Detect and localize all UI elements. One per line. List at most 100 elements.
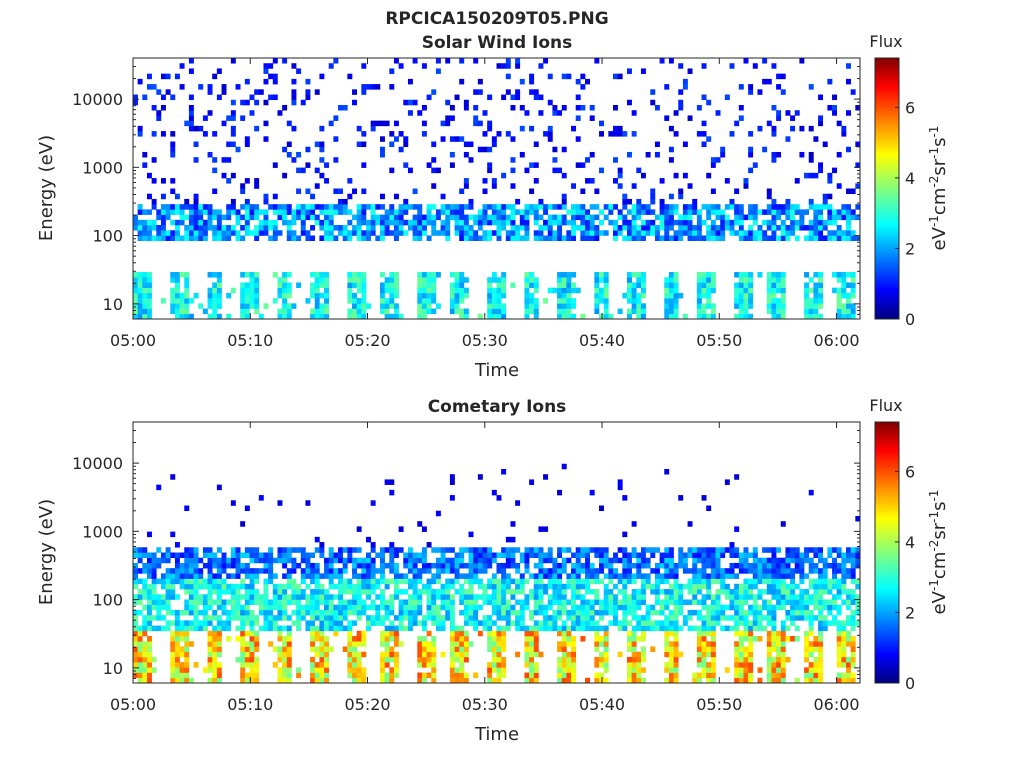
spectrogram-cell <box>328 646 334 652</box>
spectrogram-cell <box>552 204 558 210</box>
spectrogram-cell <box>603 641 609 647</box>
spectrogram-cell <box>431 547 437 553</box>
spectrogram-cell <box>463 620 469 626</box>
spectrogram-cell <box>529 651 535 658</box>
spectrogram-cell <box>738 303 744 309</box>
spectrogram-cell <box>459 209 465 215</box>
spectrogram-cell <box>673 287 679 294</box>
spectrogram-cell <box>426 277 432 283</box>
spectrogram-cell <box>319 225 325 231</box>
spectrogram-cell <box>538 235 544 241</box>
spectrogram-cell <box>659 573 665 579</box>
spectrogram-cell <box>421 677 427 684</box>
spectrogram-cell <box>533 162 539 168</box>
spectrogram-cell <box>743 594 749 600</box>
spectrogram-cell <box>235 562 241 569</box>
spectrogram-cell <box>668 193 674 200</box>
spectrogram-cell <box>599 552 604 559</box>
spectrogram-cell <box>179 552 185 559</box>
spectrogram-cell <box>389 277 395 283</box>
spectrogram-cell <box>151 599 157 605</box>
spectrogram-cell <box>487 230 493 236</box>
spectrogram-cell <box>412 219 418 226</box>
spectrogram-cell <box>375 604 381 611</box>
spectrogram-cell <box>771 552 777 559</box>
spectrogram-cell <box>221 120 227 127</box>
spectrogram-cell <box>254 292 260 299</box>
spectrogram-cell <box>780 225 786 231</box>
spectrogram-cell <box>510 521 516 527</box>
spectrogram-cell <box>324 667 330 673</box>
spectrogram-cell <box>328 615 334 621</box>
spectrogram-cell <box>482 620 488 626</box>
spectrogram-cell <box>314 636 320 642</box>
spectrogram-cell <box>454 298 460 304</box>
spectrogram-cell <box>417 557 423 564</box>
spectrogram-cell <box>538 547 544 553</box>
spectrogram-cell <box>752 63 758 69</box>
spectrogram-cell <box>137 578 143 585</box>
spectrogram-cell <box>799 219 805 226</box>
spectrogram-cell <box>286 662 292 668</box>
spectrogram-cell <box>421 583 427 590</box>
spectrogram-cell <box>188 599 194 605</box>
spectrogram-cell <box>244 594 250 600</box>
spectrogram-cell <box>240 521 246 527</box>
spectrogram-cell <box>459 594 465 600</box>
spectrogram-cell <box>594 214 600 221</box>
spectrogram-cell <box>398 219 404 226</box>
spectrogram-cell <box>347 630 353 637</box>
spectrogram-cell <box>426 609 432 616</box>
spectrogram-cell <box>193 209 199 215</box>
spectrogram-cell <box>682 172 688 179</box>
spectrogram-cell <box>449 630 455 637</box>
spectrogram-cell <box>272 204 278 210</box>
spectrogram-cell <box>193 573 199 579</box>
spectrogram-cell <box>585 230 590 236</box>
spectrogram-cell <box>636 282 642 288</box>
spectrogram-cell <box>407 204 413 210</box>
spectrogram-cell <box>678 625 684 632</box>
spectrogram-cell <box>813 636 819 642</box>
spectrogram-cell <box>599 656 604 663</box>
spectrogram-cell <box>594 594 600 600</box>
spectrogram-cell <box>184 625 190 632</box>
spectrogram-cell <box>631 225 637 231</box>
spectrogram-cell <box>282 292 288 299</box>
spectrogram-cell <box>687 609 693 616</box>
spectrogram-cell <box>426 272 432 278</box>
spectrogram-cell <box>240 99 246 106</box>
spectrogram-cell <box>813 552 819 559</box>
spectrogram-cell <box>846 599 851 605</box>
spectrogram-cell <box>846 604 851 611</box>
spectrogram-cell <box>468 547 474 553</box>
spectrogram-cell <box>347 557 353 564</box>
spectrogram-cell <box>636 589 642 595</box>
spectrogram-cell <box>272 193 278 200</box>
spectrogram-cell <box>170 583 176 590</box>
spectrogram-cell <box>174 298 180 304</box>
spectrogram-cell <box>543 225 549 231</box>
spectrogram-cell <box>165 599 171 605</box>
spectrogram-cell <box>664 209 670 215</box>
spectrogram-cell <box>393 552 399 559</box>
spectrogram-cell <box>799 599 805 605</box>
spectrogram-cell <box>748 609 754 616</box>
spectrogram-cell <box>818 204 824 210</box>
spectrogram-cell <box>417 609 423 616</box>
spectrogram-cell <box>449 604 455 611</box>
spectrogram-cell <box>282 641 288 647</box>
spectrogram-cell <box>813 568 819 574</box>
spectrogram-cell <box>389 542 395 548</box>
spectrogram-cell <box>846 573 851 579</box>
spectrogram-cell <box>286 641 292 647</box>
spectrogram-cell <box>846 214 851 221</box>
spectrogram-cell <box>780 219 786 226</box>
spectrogram-cell <box>333 625 339 632</box>
spectrogram-cell <box>687 521 693 527</box>
spectrogram-cell <box>389 630 395 637</box>
spectrogram-cell <box>188 578 194 585</box>
spectrogram-cell <box>463 230 469 236</box>
spectrogram-cell <box>417 677 423 684</box>
spectrogram-cell <box>808 651 814 658</box>
